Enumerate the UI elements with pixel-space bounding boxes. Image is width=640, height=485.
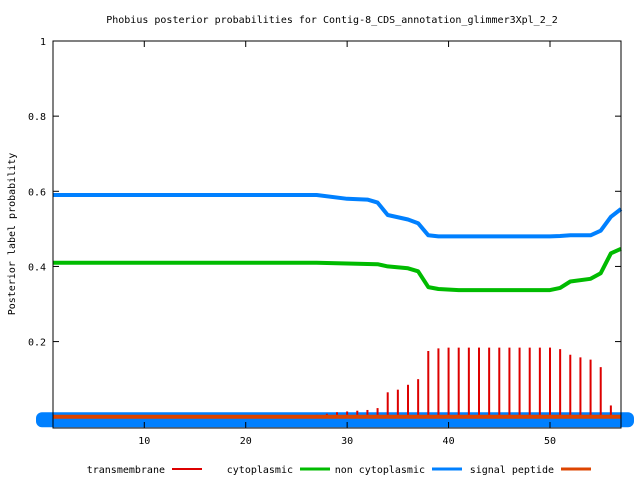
x-tick-label: 10 [138, 436, 150, 447]
legend-label-cytoplasmic: cytoplasmic [227, 465, 293, 476]
band-layer [36, 412, 634, 428]
y-tick-label: 0.6 [28, 187, 46, 198]
plot-frame [52, 40, 622, 429]
cytoplasmic-line [53, 246, 622, 293]
y-tick-label: 0.8 [28, 112, 46, 123]
x-tick-label: 20 [240, 436, 252, 447]
series-layer [53, 193, 623, 419]
axes-layer: 0.2 0.4 0.6 0.8 1 10 20 30 40 50 [28, 37, 621, 447]
x-tick-label: 50 [544, 436, 556, 447]
legend: transmembrane cytoplasmic non cytoplasmic s… [87, 465, 591, 476]
y-axis-label: Posterior label probability [7, 153, 18, 316]
legend-label-signal-peptide: signal peptide [470, 465, 554, 476]
y-tick-label: 0.4 [28, 262, 46, 273]
x-tick-label: 30 [341, 436, 353, 447]
y-tick-label: 0.2 [28, 338, 46, 349]
x-tick-label: 40 [443, 436, 455, 447]
legend-label-non-cytoplasmic: non cytoplasmic [335, 465, 425, 476]
y-tick-label: 1 [40, 37, 46, 48]
non-cytoplasmic-line [53, 193, 623, 239]
chart-title: Phobius posterior probabilities for Cont… [106, 15, 558, 26]
legend-label-transmembrane: transmembrane [87, 465, 165, 476]
baseline-band [36, 412, 634, 428]
